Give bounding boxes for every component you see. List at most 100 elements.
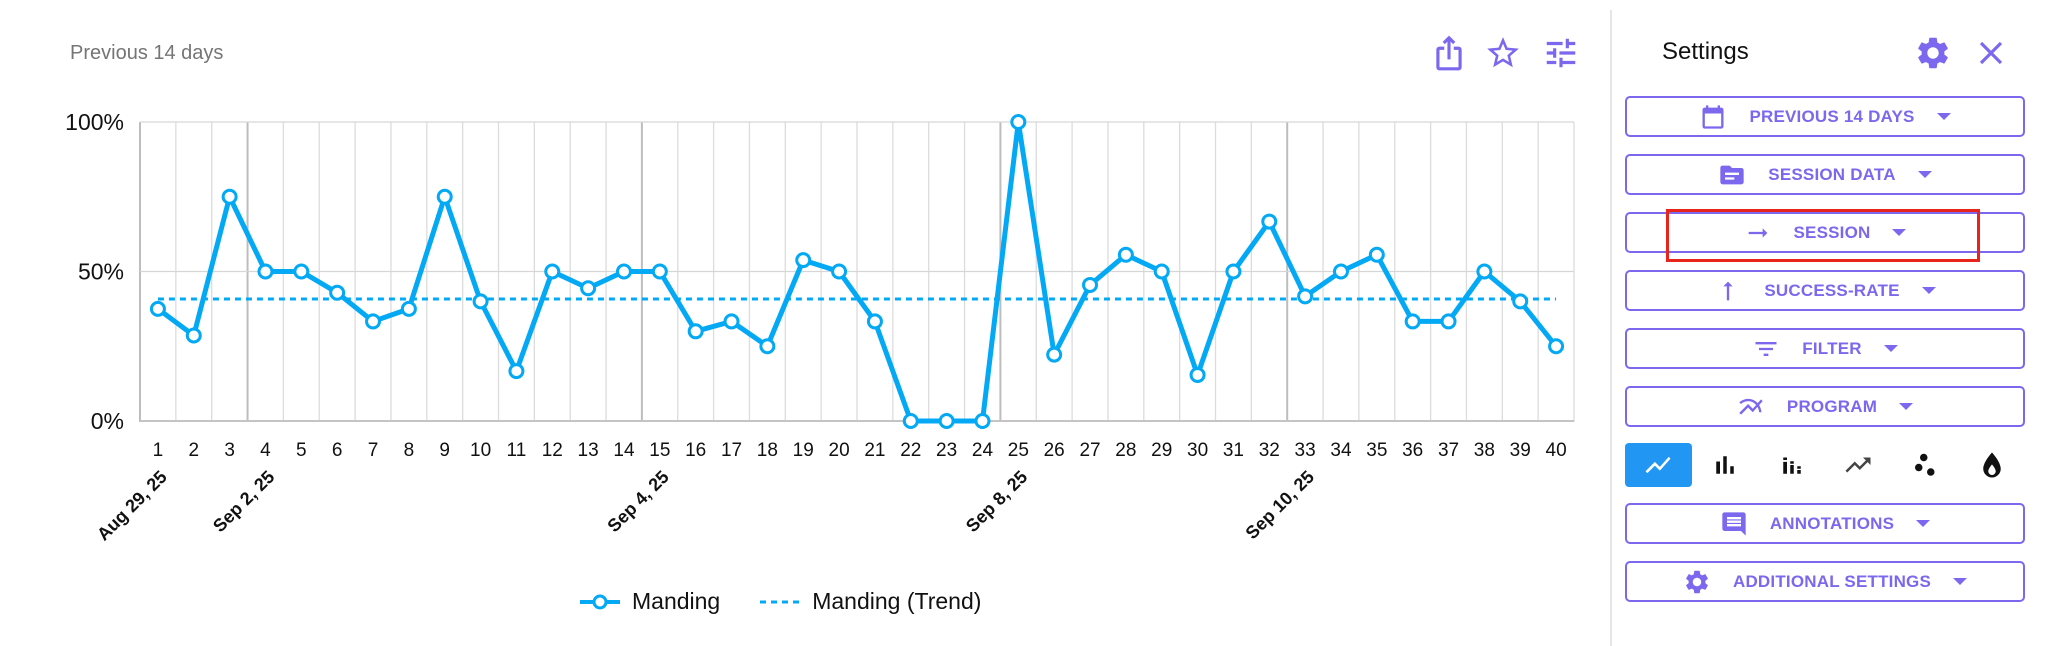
svg-text:Sep 8, 25: Sep 8, 25 bbox=[962, 467, 1031, 536]
chevron-down-icon bbox=[1921, 287, 1936, 294]
data-point[interactable] bbox=[185, 327, 202, 344]
data-point[interactable] bbox=[795, 252, 812, 269]
data-point[interactable] bbox=[1512, 293, 1529, 310]
chart-type-toggle bbox=[1625, 443, 2025, 487]
data-point[interactable] bbox=[1046, 346, 1063, 363]
chart-type-heatmap[interactable] bbox=[1958, 443, 2025, 487]
data-point[interactable] bbox=[400, 300, 417, 317]
session-data-button[interactable]: SESSION DATA bbox=[1625, 154, 2025, 195]
chart-type-line[interactable] bbox=[1625, 443, 1692, 487]
data-point[interactable] bbox=[1082, 276, 1099, 293]
data-point[interactable] bbox=[1117, 246, 1134, 263]
svg-text:8: 8 bbox=[404, 440, 415, 461]
svg-text:25: 25 bbox=[1008, 440, 1029, 461]
svg-text:18: 18 bbox=[757, 440, 778, 461]
data-point[interactable] bbox=[1368, 246, 1385, 263]
svg-text:16: 16 bbox=[685, 440, 706, 461]
data-point[interactable] bbox=[938, 413, 955, 429]
svg-text:35: 35 bbox=[1366, 440, 1387, 461]
svg-text:37: 37 bbox=[1438, 440, 1459, 461]
button-label: ANNOTATIONS bbox=[1769, 513, 1895, 533]
svg-text:38: 38 bbox=[1474, 440, 1495, 461]
tune-icon[interactable] bbox=[1542, 34, 1580, 72]
data-point[interactable] bbox=[1297, 288, 1314, 305]
annotations-button[interactable]: ANNOTATIONS bbox=[1625, 503, 2025, 544]
panel-divider bbox=[1610, 10, 1612, 646]
bar-chart-icon bbox=[1716, 456, 1734, 474]
chart-legend: Manding Manding (Trend) bbox=[578, 588, 1019, 615]
chevron-down-icon bbox=[1883, 345, 1898, 352]
legend-item-manding[interactable]: Manding bbox=[578, 588, 720, 615]
data-point[interactable] bbox=[436, 188, 453, 205]
date-range-button[interactable]: PREVIOUS 14 DAYS bbox=[1625, 96, 2025, 137]
button-label: ADDITIONAL SETTINGS bbox=[1732, 571, 1932, 591]
data-point[interactable] bbox=[831, 263, 848, 280]
data-point[interactable] bbox=[1189, 366, 1206, 383]
data-point[interactable] bbox=[257, 263, 274, 280]
data-point[interactable] bbox=[866, 313, 883, 330]
data-point[interactable] bbox=[508, 363, 525, 380]
data-point[interactable] bbox=[472, 293, 489, 310]
calendar-icon bbox=[1699, 103, 1727, 131]
legend-item-manding-trend[interactable]: Manding (Trend) bbox=[758, 588, 981, 615]
close-icon[interactable] bbox=[1972, 34, 2010, 72]
svg-text:31: 31 bbox=[1223, 440, 1244, 461]
svg-text:10: 10 bbox=[470, 440, 491, 461]
gear-icon[interactable] bbox=[1914, 34, 1952, 72]
data-point[interactable] bbox=[1261, 213, 1278, 230]
data-point[interactable] bbox=[544, 263, 561, 280]
svg-text:6: 6 bbox=[332, 440, 343, 461]
data-point[interactable] bbox=[1332, 263, 1349, 280]
svg-text:2: 2 bbox=[188, 440, 199, 461]
data-point[interactable] bbox=[687, 323, 704, 340]
additional-settings-button[interactable]: ADDITIONAL SETTINGS bbox=[1625, 561, 2025, 602]
legend-line-marker-icon bbox=[580, 594, 620, 609]
data-point[interactable] bbox=[759, 338, 776, 355]
svg-text:Sep 10, 25: Sep 10, 25 bbox=[1242, 467, 1318, 543]
data-point[interactable] bbox=[1010, 114, 1027, 130]
session-button[interactable]: SESSION bbox=[1625, 212, 2025, 253]
data-point[interactable] bbox=[293, 263, 310, 280]
svg-text:34: 34 bbox=[1330, 440, 1352, 461]
svg-text:12: 12 bbox=[542, 440, 563, 461]
data-point[interactable] bbox=[365, 313, 382, 330]
data-point[interactable] bbox=[580, 280, 597, 297]
data-point[interactable] bbox=[615, 263, 632, 280]
data-point[interactable] bbox=[149, 300, 166, 317]
data-point[interactable] bbox=[902, 413, 919, 429]
program-button[interactable]: PROGRAM bbox=[1625, 386, 2025, 427]
svg-text:29: 29 bbox=[1151, 440, 1172, 461]
data-point[interactable] bbox=[1548, 338, 1565, 355]
data-point[interactable] bbox=[221, 188, 238, 205]
share-icon[interactable] bbox=[1430, 34, 1468, 72]
svg-text:Aug 29, 25: Aug 29, 25 bbox=[93, 467, 171, 545]
data-point[interactable] bbox=[651, 263, 668, 280]
data-point[interactable] bbox=[1225, 263, 1242, 280]
svg-text:50%: 50% bbox=[78, 259, 124, 285]
data-point[interactable] bbox=[1404, 313, 1421, 330]
success-rate-button[interactable]: SUCCESS-RATE bbox=[1625, 270, 2025, 311]
chart-type-trend[interactable] bbox=[1825, 443, 1892, 487]
chart-type-stacked-bar[interactable] bbox=[1758, 443, 1825, 487]
panel-title: Settings bbox=[1662, 38, 1749, 65]
data-point[interactable] bbox=[1153, 263, 1170, 280]
data-point[interactable] bbox=[974, 413, 991, 429]
svg-text:15: 15 bbox=[649, 440, 670, 461]
filter-button[interactable]: FILTER bbox=[1625, 328, 2025, 369]
data-point[interactable] bbox=[723, 313, 740, 330]
chart-type-scatter[interactable] bbox=[1892, 443, 1959, 487]
svg-text:4: 4 bbox=[260, 440, 271, 461]
svg-text:24: 24 bbox=[972, 440, 994, 461]
chevron-down-icon bbox=[1953, 578, 1968, 585]
chart-subtitle: Previous 14 days bbox=[70, 42, 224, 64]
star-icon[interactable] bbox=[1484, 34, 1522, 72]
chart-type-bar[interactable] bbox=[1692, 443, 1759, 487]
data-point[interactable] bbox=[329, 284, 346, 301]
svg-text:19: 19 bbox=[793, 440, 814, 461]
chevron-down-icon bbox=[1917, 171, 1932, 178]
data-point[interactable] bbox=[1440, 313, 1457, 330]
svg-text:21: 21 bbox=[864, 440, 885, 461]
svg-text:13: 13 bbox=[578, 440, 599, 461]
svg-text:17: 17 bbox=[721, 440, 742, 461]
data-point[interactable] bbox=[1476, 263, 1493, 280]
